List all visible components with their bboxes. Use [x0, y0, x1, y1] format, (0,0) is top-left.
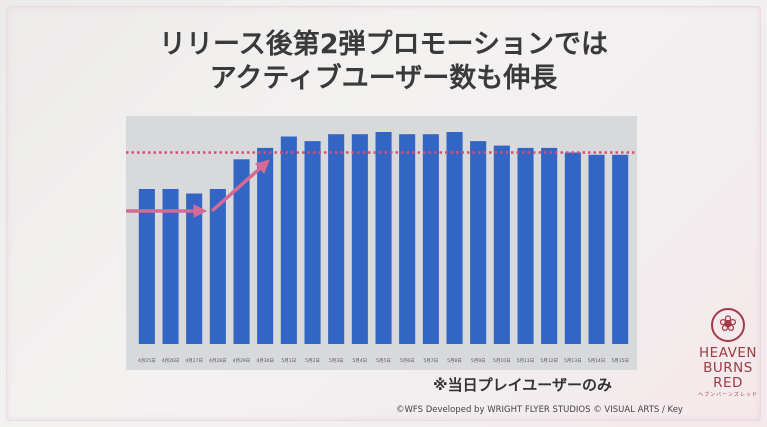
flower-emblem-icon: ❀: [711, 308, 745, 342]
x-tick-label: 4月30日: [256, 358, 274, 364]
copyright-text: ©WFS Developed by WRIGHT FLYER STUDIOS ©…: [396, 405, 683, 415]
bar-5月11日: [517, 147, 534, 344]
slide-title: リリース後第2弾プロモーションでは アクティブユーザー数も伸長: [0, 28, 767, 96]
x-tick-label: 5月4日: [352, 358, 367, 364]
x-tick-label: 5月11日: [517, 358, 535, 364]
x-tick-label: 5月14日: [588, 358, 606, 364]
bar-4月26日: [162, 189, 179, 344]
x-tick-label: 5月10日: [493, 358, 511, 364]
bar-5月7日: [422, 134, 439, 344]
x-tick-label: 5月2日: [305, 358, 320, 364]
bar-chart: 4月25日 4月26日 4月27日 4月28日 4月29日 4月30日 5月1日 5月2日 5月…: [126, 132, 637, 364]
logo-line-3: RED: [713, 375, 743, 391]
x-tick-label: 4月25日: [138, 358, 156, 364]
bar-5月15日: [612, 154, 629, 344]
x-tick-label: 5月9日: [471, 358, 486, 364]
x-tick-label: 5月8日: [447, 358, 462, 364]
bar-4月27日: [186, 193, 203, 344]
x-tick-label: 5月3日: [329, 358, 344, 364]
bar-5月4日: [351, 134, 368, 344]
x-tick-label: 5月1日: [281, 358, 296, 364]
x-tick-label: 4月27日: [185, 358, 203, 364]
bar-5月12日: [541, 147, 558, 344]
bar-5月6日: [399, 134, 416, 344]
trend-arrow-rising: [210, 159, 270, 213]
bar-5月2日: [304, 141, 321, 344]
chart-panel: 4月25日 4月26日 4月27日 4月28日 4月29日 4月30日 5月1日 5月2日 5月…: [126, 116, 637, 370]
bar-5月3日: [328, 134, 345, 344]
game-logo: ❀ HEAVEN BURNS RED ヘブンバーンズレッド: [696, 308, 760, 420]
x-tick-label: 4月29日: [233, 358, 251, 364]
x-tick-label: 5月15日: [611, 358, 629, 364]
bar-5月13日: [564, 152, 581, 344]
footnote: ※当日プレイユーザーのみ: [433, 376, 612, 394]
x-tick-label: 5月6日: [400, 358, 415, 364]
title-line-2: アクティブユーザー数も伸長: [209, 63, 558, 94]
bar-5月1日: [280, 136, 297, 344]
bar-5月5日: [375, 132, 392, 344]
bar-5月14日: [588, 154, 605, 344]
logo-line-2: BURNS: [703, 360, 753, 376]
x-tick-label: 5月5日: [376, 358, 391, 364]
bar-4月30日: [257, 147, 274, 344]
x-tick-label: 4月26日: [162, 358, 180, 364]
bar-5月9日: [470, 141, 487, 344]
bar-4月28日: [209, 189, 226, 344]
logo-line-1: HEAVEN: [699, 345, 757, 361]
logo-subtitle: ヘブンバーンズレッド: [698, 392, 758, 398]
bar-5月8日: [446, 132, 463, 344]
x-tick-label: 5月13日: [564, 358, 582, 364]
title-line-1: リリース後第2弾プロモーションでは: [159, 29, 608, 60]
bar-4月25日: [138, 189, 155, 344]
bar-4月29日: [233, 159, 250, 344]
x-tick-label: 5月12日: [540, 358, 558, 364]
x-tick-label: 5月7日: [423, 358, 438, 364]
x-tick-label: 4月28日: [209, 358, 227, 364]
slide-frame: [6, 6, 761, 421]
bar-5月10日: [493, 145, 510, 344]
